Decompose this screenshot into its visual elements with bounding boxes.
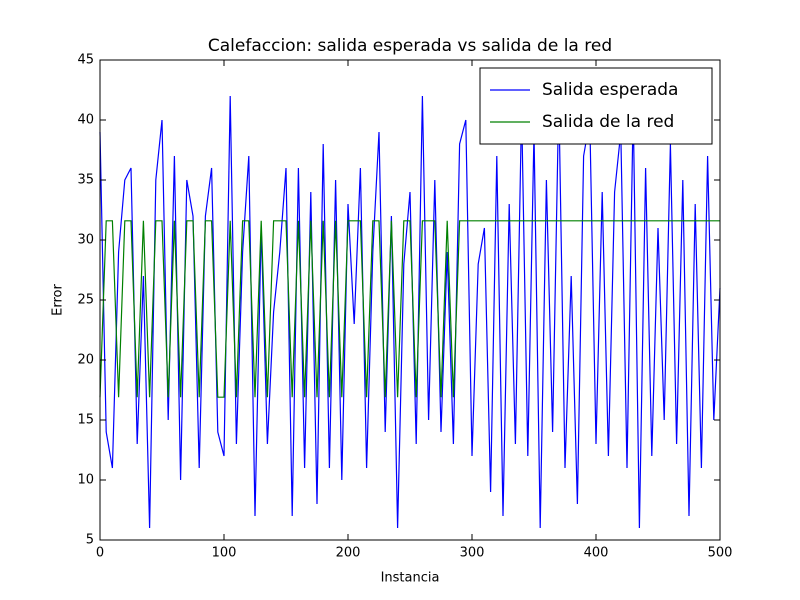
- y-axis-label: Error: [51, 284, 66, 316]
- x-axis-label: Instancia: [381, 571, 440, 586]
- y-tick-label: 5: [86, 533, 94, 548]
- x-tick-label: 100: [212, 546, 237, 561]
- legend-box: [479, 67, 713, 145]
- x-tick-label: 400: [584, 546, 609, 561]
- x-tick-label: 200: [336, 546, 361, 561]
- data-line: [99, 95, 721, 529]
- legend: Salida esperada Salida de la red: [479, 67, 713, 145]
- y-tick-label: 25: [77, 293, 94, 308]
- x-tick-label: 300: [460, 546, 485, 561]
- chart-title: Calefaccion: salida esperada vs salida d…: [208, 36, 612, 56]
- x-tick-label: 0: [96, 546, 104, 561]
- y-tick-label: 30: [77, 233, 94, 248]
- y-tick-label: 15: [77, 413, 94, 428]
- y-tick-label: 40: [77, 113, 94, 128]
- data-line: [99, 220, 720, 398]
- y-tick-label: 45: [77, 53, 94, 68]
- y-tick-label: 35: [77, 173, 94, 188]
- legend-label: Salida de la red: [542, 112, 674, 132]
- y-tick-label: 10: [77, 473, 94, 488]
- legend-label: Salida esperada: [542, 80, 678, 100]
- x-tick-label: 500: [708, 546, 733, 561]
- y-tick-label: 20: [77, 353, 94, 368]
